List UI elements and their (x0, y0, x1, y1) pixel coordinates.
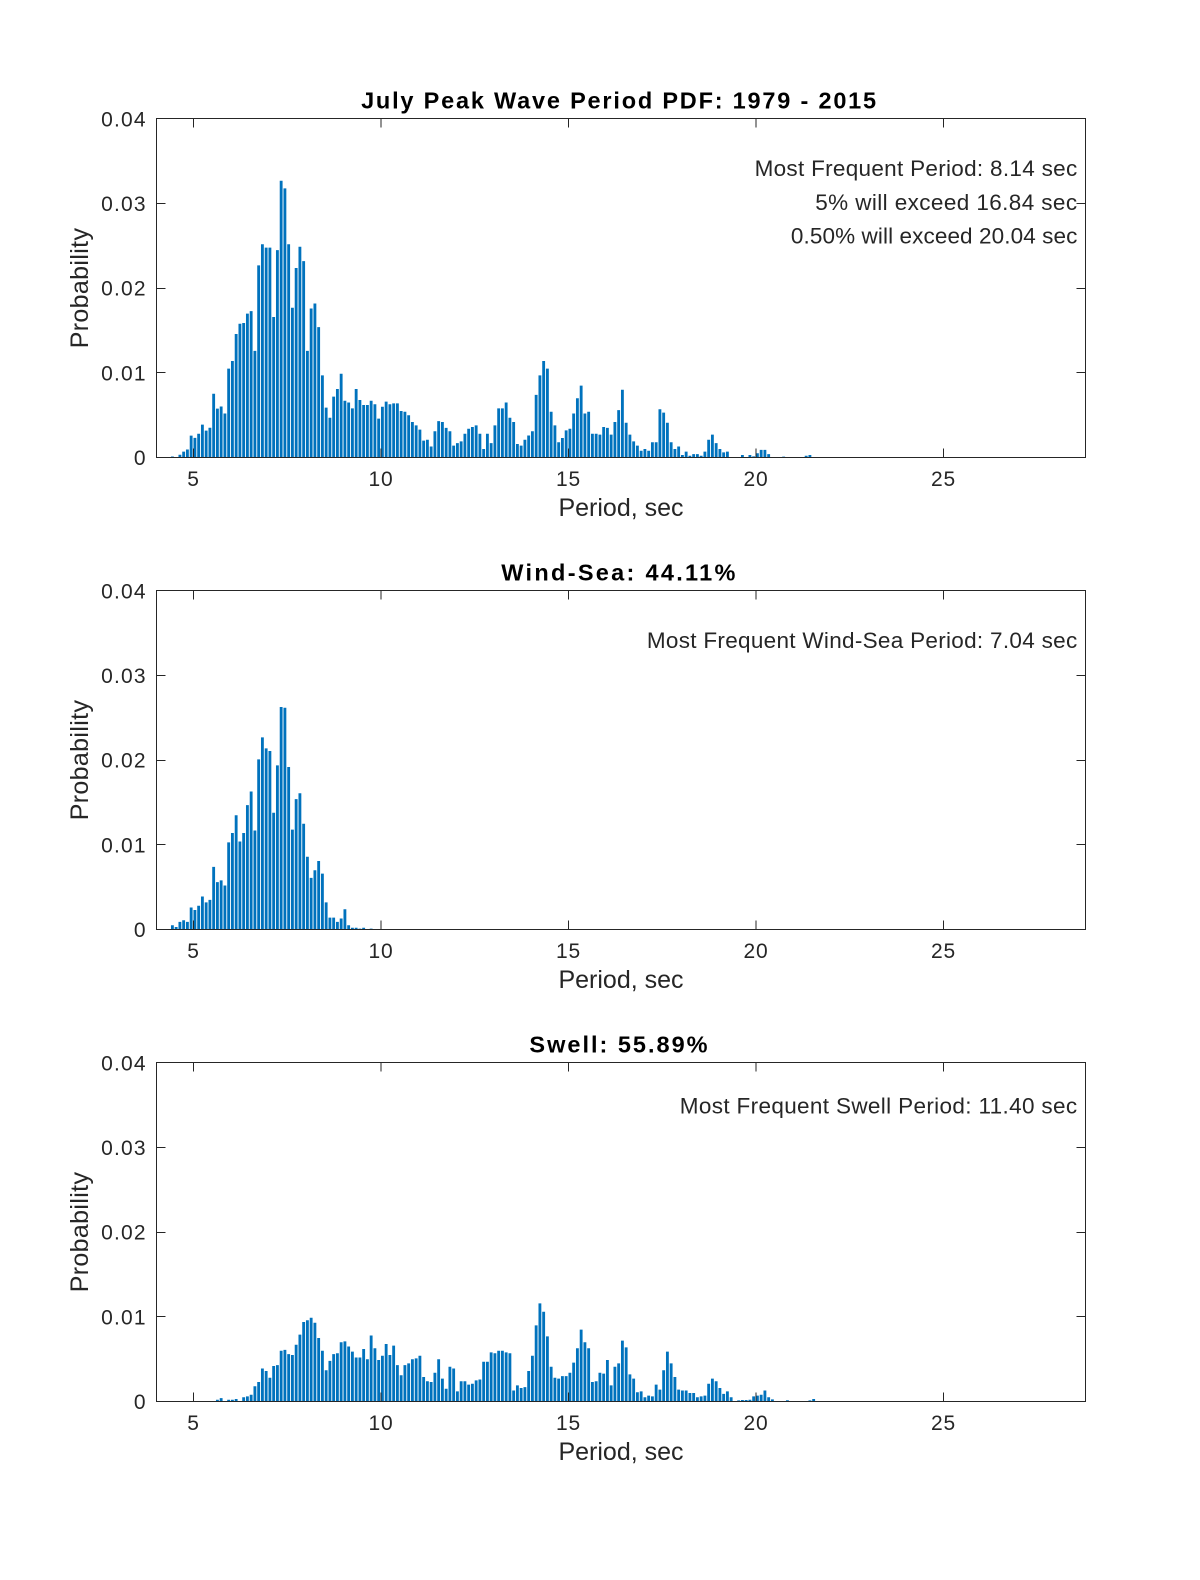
svg-text:0.04: 0.04 (101, 1052, 147, 1075)
svg-text:10: 10 (369, 468, 394, 491)
svg-text:5: 5 (187, 1412, 199, 1435)
svg-text:0: 0 (134, 1391, 147, 1414)
svg-text:Most Frequent Swell Period: 11: Most Frequent Swell Period: 11.40 sec (680, 1094, 1078, 1119)
svg-text:5% will exceed 16.84 sec: 5% will exceed 16.84 sec (815, 190, 1077, 215)
svg-text:25: 25 (931, 940, 956, 963)
svg-text:0.01: 0.01 (101, 1306, 147, 1329)
svg-text:Swell: 55.89%: Swell: 55.89% (529, 1032, 709, 1058)
svg-text:0.50% will exceed 20.04 sec: 0.50% will exceed 20.04 sec (791, 224, 1078, 249)
svg-text:10: 10 (369, 940, 394, 963)
svg-text:Probability: Probability (66, 700, 94, 821)
svg-text:Most Frequent Wind-Sea Period:: Most Frequent Wind-Sea Period: 7.04 sec (647, 628, 1078, 653)
svg-text:Period, sec: Period, sec (558, 494, 683, 522)
svg-text:0.02: 0.02 (101, 750, 147, 773)
svg-text:0.03: 0.03 (101, 1137, 147, 1160)
svg-text:0: 0 (134, 447, 147, 470)
svg-text:5: 5 (187, 940, 199, 963)
svg-text:20: 20 (744, 940, 769, 963)
svg-text:0.01: 0.01 (101, 834, 147, 857)
svg-text:15: 15 (556, 940, 581, 963)
svg-text:0.02: 0.02 (101, 278, 147, 301)
svg-text:0.02: 0.02 (101, 1222, 147, 1245)
svg-text:10: 10 (369, 1412, 394, 1435)
svg-text:Period, sec: Period, sec (558, 966, 683, 994)
svg-text:0: 0 (134, 919, 147, 942)
svg-text:25: 25 (931, 1412, 956, 1435)
svg-text:0.01: 0.01 (101, 362, 147, 385)
svg-text:July Peak Wave Period PDF: 197: July Peak Wave Period PDF: 1979 - 2015 (361, 88, 878, 114)
svg-text:Probability: Probability (66, 228, 94, 349)
svg-text:0.03: 0.03 (101, 665, 147, 688)
svg-text:Period, sec: Period, sec (558, 1438, 683, 1466)
svg-text:25: 25 (931, 468, 956, 491)
svg-text:0.04: 0.04 (101, 580, 147, 603)
svg-text:5: 5 (187, 468, 199, 491)
svg-text:Most Frequent Period: 8.14 sec: Most Frequent Period: 8.14 sec (755, 156, 1078, 181)
svg-text:Wind-Sea: 44.11%: Wind-Sea: 44.11% (501, 560, 737, 586)
svg-text:0.03: 0.03 (101, 193, 147, 216)
svg-text:0.04: 0.04 (101, 108, 147, 131)
svg-text:Probability: Probability (66, 1172, 94, 1293)
svg-text:15: 15 (556, 468, 581, 491)
svg-text:15: 15 (556, 1412, 581, 1435)
svg-text:20: 20 (744, 1412, 769, 1435)
svg-text:20: 20 (744, 468, 769, 491)
